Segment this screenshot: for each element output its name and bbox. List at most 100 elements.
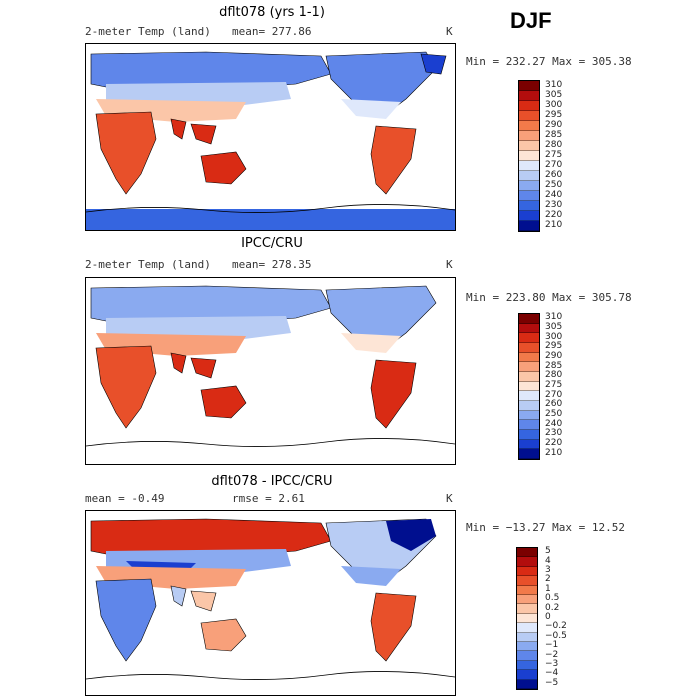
colorbar-tick-label: 280: [545, 370, 563, 381]
se-asia: [190, 590, 217, 612]
colorbar-tick-label: 2: [545, 574, 551, 585]
australia: [200, 151, 247, 185]
colorbar-tick-label: 0: [545, 612, 551, 622]
colorbar-swatch: [519, 401, 539, 411]
colorbar-tick-label: 4: [545, 555, 551, 566]
colorbar-tick-label: 220: [545, 209, 563, 220]
colorbar-swatch: [517, 613, 537, 624]
colorbar-swatch: [519, 391, 539, 401]
colorbar-swatch: [519, 352, 539, 363]
eurasia-mid: [106, 82, 291, 106]
colorbar-swatch: [517, 642, 537, 652]
colorbar-tick-label: 5: [545, 546, 551, 557]
colorbar-tick-label: 290: [545, 351, 563, 361]
colorbar-swatch: [517, 595, 537, 605]
panel1-mean: mean= 277.86: [232, 25, 312, 38]
colorbar-tick-label: 250: [545, 409, 563, 419]
panel2-colorbar: [518, 313, 540, 460]
panel2-variable-label: 2-meter Temp (land): [85, 258, 211, 271]
panel1-minmax: Min = 232.27 Max = 305.38: [466, 55, 632, 68]
panel3-rmse: rmse = 2.61: [232, 492, 305, 505]
colorbar-swatch: [519, 420, 539, 430]
colorbar-tick-label: 270: [545, 159, 563, 170]
australia: [200, 385, 247, 419]
colorbar-tick-label: 290: [545, 119, 563, 130]
panel1-title: dflt078 (yrs 1-1): [219, 5, 325, 20]
colorbar-tick-label: 295: [545, 109, 563, 120]
panel3-colorbar-labels: 5 4 3 2 1 0.5 0.2 0 −0.2 −0.5 −1 −2 −3 −4 −5: [545, 547, 585, 688]
colorbar-swatch: [519, 323, 539, 334]
colorbar-swatch: [519, 171, 539, 181]
colorbar-tick-label: 305: [545, 322, 563, 332]
colorbar-tick-label: 310: [545, 79, 563, 90]
colorbar-swatch: [517, 566, 537, 577]
colorbar-swatch: [517, 679, 537, 689]
panel3-map-svg: [86, 518, 455, 680]
colorbar-swatch: [517, 651, 537, 661]
panel3-colorbar: [516, 547, 538, 690]
panel1-colorbar-labels: 310 305 300 295 290 285 280 275 270 260 250 240 230 2…: [545, 80, 585, 230]
colorbar-tick-label: 300: [545, 99, 563, 110]
australia: [200, 618, 247, 652]
colorbar-swatch: [517, 576, 537, 586]
south-america: [370, 125, 417, 195]
colorbar-tick-label: 260: [545, 169, 563, 180]
antarctica-outline: [86, 671, 455, 680]
colorbar-tick-label: 0.2: [545, 602, 560, 613]
colorbar-tick-label: 285: [545, 129, 563, 140]
colorbar-swatch: [519, 161, 539, 171]
colorbar-swatch: [519, 439, 539, 450]
colorbar-swatch: [519, 381, 539, 392]
colorbar-swatch: [519, 314, 539, 324]
colorbar-swatch: [519, 211, 539, 221]
colorbar-swatch: [519, 91, 539, 101]
africa: [95, 345, 157, 429]
colorbar-tick-label: 270: [545, 389, 563, 400]
greenland: [420, 53, 447, 75]
colorbar-tick-label: 230: [545, 199, 563, 210]
colorbar-swatch: [519, 111, 539, 121]
colorbar-tick-label: 0.5: [545, 593, 560, 604]
colorbar-swatch: [517, 548, 537, 558]
panel2-mean: mean= 278.35: [232, 258, 312, 271]
panel3-mean: mean = -0.49: [85, 492, 165, 505]
colorbar-swatch: [519, 151, 539, 161]
panel1-map: [85, 43, 456, 231]
colorbar-swatch: [519, 181, 539, 191]
colorbar-tick-label: 230: [545, 428, 563, 439]
antarctica-region: [86, 209, 455, 230]
colorbar-swatch: [519, 201, 539, 211]
colorbar-swatch: [519, 101, 539, 111]
colorbar-tick-label: 210: [545, 447, 563, 458]
colorbar-swatch: [519, 81, 539, 91]
colorbar-swatch: [519, 362, 539, 372]
colorbar-tick-label: 250: [545, 179, 563, 190]
colorbar-tick-label: 285: [545, 360, 563, 371]
eurasia-mid: [106, 316, 291, 340]
colorbar-tick-label: 295: [545, 341, 563, 352]
panel3-minmax: Min = −13.27 Max = 12.52: [466, 521, 625, 534]
colorbar-tick-label: 275: [545, 380, 563, 390]
panel2-unit: K: [446, 258, 453, 271]
colorbar-swatch: [517, 660, 537, 671]
panel2-minmax: Min = 223.80 Max = 305.78: [466, 291, 632, 304]
panel1-variable-label: 2-meter Temp (land): [85, 25, 211, 38]
south-america: [370, 592, 417, 662]
colorbar-tick-label: 280: [545, 139, 563, 150]
colorbar-swatch: [517, 670, 537, 680]
colorbar-tick-label: 1: [545, 583, 551, 594]
colorbar-swatch: [519, 131, 539, 141]
colorbar-tick-label: −4: [545, 668, 559, 679]
colorbar-tick-label: 310: [545, 312, 563, 323]
colorbar-tick-label: −3: [545, 659, 559, 669]
panel1-colorbar: [518, 80, 540, 232]
colorbar-swatch: [519, 191, 539, 201]
colorbar-swatch: [519, 372, 539, 382]
colorbar-swatch: [517, 557, 537, 567]
colorbar-swatch: [519, 141, 539, 151]
colorbar-swatch: [519, 410, 539, 421]
africa: [95, 578, 157, 662]
panel3-unit: K: [446, 492, 453, 505]
north-america-south: [341, 333, 401, 353]
colorbar-swatch: [517, 632, 537, 642]
